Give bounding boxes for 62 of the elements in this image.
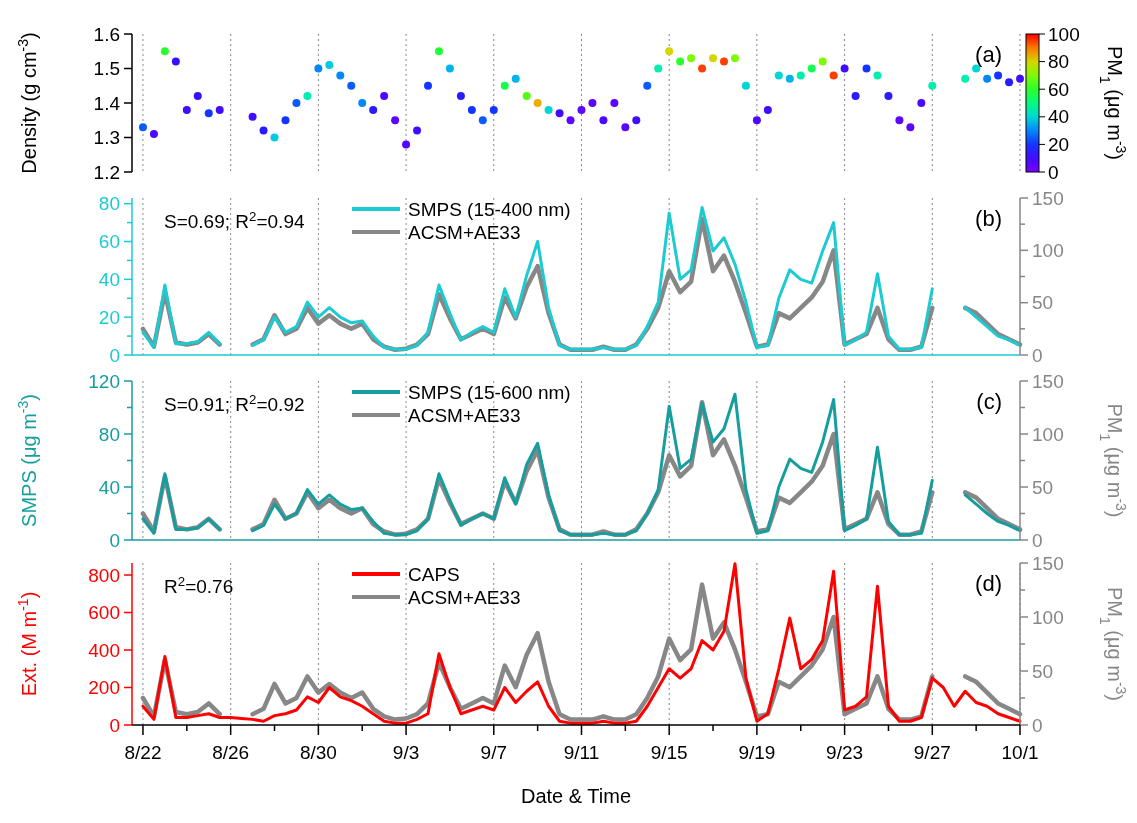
y-tick-label: 40 [98,268,120,290]
x-tick-label: 9/3 [392,742,420,763]
y2-tick-label: 100 [1032,606,1064,628]
legend-label: SMPS (15-400 nm) [408,198,571,220]
annotation: (d) [975,571,1002,596]
y-tick-label: 80 [98,423,120,445]
y-tick-label: 0 [109,529,120,551]
annotation: (a) [975,42,1002,67]
legend-label: ACSM+AE33 [408,221,521,243]
y2-tick-label: 50 [1032,292,1054,314]
color-bar-label: 60 [1048,78,1070,100]
y-tick-label: 0 [109,344,120,366]
x-tick-label: 8/26 [212,742,250,763]
y2-tick-label: 50 [1032,660,1054,682]
y2-tick-label: 150 [1032,370,1064,392]
x-tick-label: 9/15 [650,742,688,763]
annotation: (b) [975,206,1002,231]
y2-tick-label: 150 [1032,552,1064,574]
y-tick-label: 200 [88,677,120,699]
color-bar-label: 40 [1048,106,1070,128]
legend-label: ACSM+AE33 [408,586,521,608]
y-tick-label: 1.4 [93,92,121,114]
y2-tick-label: 100 [1032,239,1064,261]
annotation: (c) [976,389,1002,414]
y-tick-label: 1.6 [93,23,120,45]
y-tick-label: 1.5 [93,58,120,80]
x-tick-label: 8/22 [124,742,162,763]
y-tick-label: 120 [88,370,120,392]
color-bar-label: 20 [1048,134,1070,156]
x-tick-label: 9/11 [563,742,600,763]
color-bar-label: 0 [1048,161,1059,183]
x-tick-label: 9/19 [738,742,776,763]
y2-tick-label: 150 [1032,187,1064,209]
y2-tick-label: 100 [1032,423,1064,445]
y-tick-label: 1.2 [93,161,120,183]
x-tick-label: 9/23 [826,742,864,763]
y2-tick-label: 0 [1032,714,1043,736]
y-tick-label: 40 [98,476,120,498]
legend-label: CAPS [408,563,460,585]
x-axis-title: Date & Time [520,785,632,807]
x-tick-label: 9/7 [480,742,507,763]
y-tick-label: 20 [98,306,120,328]
y2-tick-label: 50 [1032,476,1054,498]
y2-tick-label: 0 [1032,529,1043,551]
y-tick-label: 80 [98,193,120,215]
color-bar-label: 100 [1048,23,1080,45]
y-tick-label: 800 [88,564,120,586]
x-tick-label: 9/27 [913,742,951,763]
y-tick-label: 1.3 [93,127,120,149]
x-tick-label: 8/30 [299,742,337,763]
annotation: S=0.91; R$^{2}$=0.92 [164,391,305,415]
annotation: R$^{2}$=0.76 [164,573,234,597]
y-tick-label: 0 [109,714,120,736]
y-tick-label: 60 [98,231,120,253]
color-bar-label: 80 [1048,51,1070,73]
y-tick-label: 400 [88,639,120,661]
legend-label: ACSM+AE33 [408,404,521,426]
x-tick-label: 10/1 [1001,742,1039,763]
y-tick-label: 600 [88,602,120,624]
y2-tick-label: 0 [1032,344,1043,366]
annotation: S=0.69; R$^{2}$=0.94 [164,208,305,232]
legend-label: SMPS (15-600 nm) [408,381,571,403]
